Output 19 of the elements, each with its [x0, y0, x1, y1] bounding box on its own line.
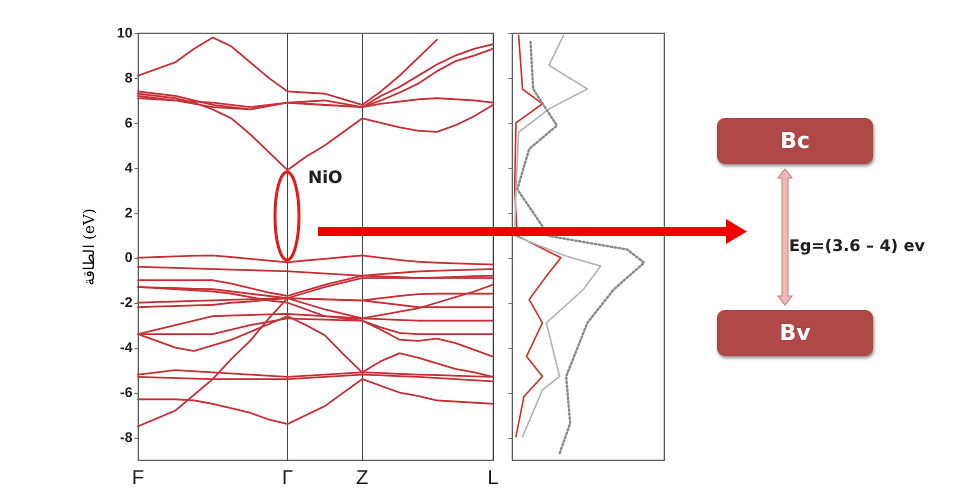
y-tick-label: -4 [120, 339, 133, 356]
text: Bc [717, 118, 873, 164]
y-tick-label: -6 [120, 384, 133, 400]
x-tick-label: Z [356, 467, 368, 489]
y-tick-label: 0 [124, 249, 133, 266]
x-tick-label: L [487, 467, 499, 489]
x-tick-label: F [132, 467, 144, 489]
text: Eg=(3.6 – 4) ev [789, 236, 925, 255]
y-tick-label: 6 [124, 114, 133, 130]
y-tick-label: 8 [124, 69, 133, 86]
y-tick-label: 4 [124, 159, 133, 176]
y-tick-label: -8 [120, 429, 133, 446]
y-axis-title: الطاقة (eV) [80, 208, 98, 286]
annotation: NiO [308, 168, 343, 188]
y-tick-label: 10 [116, 24, 133, 40]
y-tick-label: -2 [120, 294, 133, 310]
text: Bv [717, 310, 873, 356]
x-tick-label: Γ [282, 467, 293, 489]
y-tick-label: 2 [124, 204, 133, 220]
